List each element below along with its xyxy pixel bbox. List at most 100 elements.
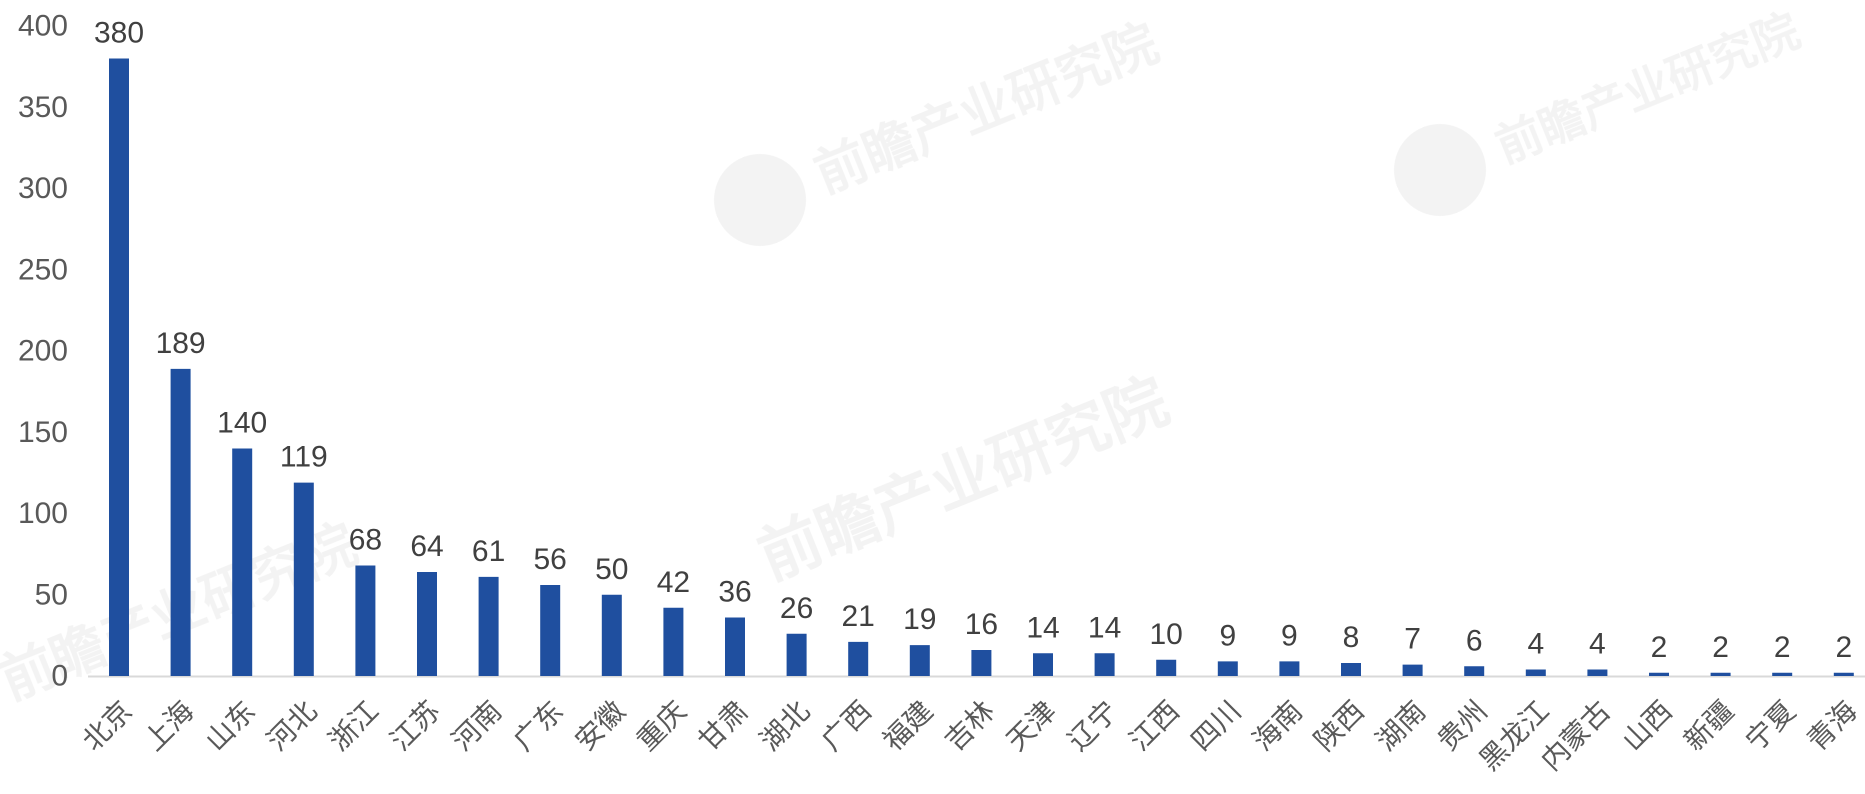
x-tick-label-26: 山西 [1616,695,1678,757]
watermark: 前瞻产业研究院 [748,364,1178,594]
x-tick-label-29: 青海 [1801,695,1863,757]
watermark-text: 前瞻产业研究院 [807,14,1167,206]
data-label-13: 21 [842,600,875,633]
x-tick-label-1: 北京 [76,695,138,757]
x-tick-label-24: 黑龙江 [1473,695,1554,776]
bar-17 [1094,653,1115,676]
data-label-16: 14 [1026,611,1059,644]
data-label-11: 36 [718,576,751,609]
watermark-text: 前瞻产业研究院 [748,364,1178,594]
y-axis-tick-labels: 0 50 100 150 200 250 300 350 400 [18,10,68,693]
bar-4 [293,482,314,676]
data-label-7: 61 [472,535,505,568]
x-tick-label-10: 重庆 [631,695,693,757]
bar-3 [232,448,253,676]
x-tick-label-17: 辽宁 [1062,695,1124,757]
data-label-21: 8 [1343,621,1360,654]
y-tick-label-0: 0 [51,660,68,693]
data-label-24: 4 [1527,628,1544,661]
bar-16 [1033,653,1053,676]
y-tick-label-250: 250 [18,253,68,286]
bar-27 [1710,672,1731,676]
bar-23 [1464,666,1485,676]
data-label-8: 56 [534,543,567,576]
bar-18 [1156,659,1177,676]
x-tick-label-12: 湖北 [754,695,816,757]
bar-20 [1279,661,1300,676]
bar-13 [848,641,869,676]
data-label-4: 119 [280,441,328,474]
x-tick-label-16: 天津 [1000,695,1062,757]
data-label-22: 7 [1404,623,1421,656]
watermark-logo [1394,124,1486,216]
bar-2 [170,368,191,676]
data-label-2: 189 [156,327,206,360]
bar-9 [601,594,622,676]
data-label-12: 26 [780,592,813,625]
data-label-15: 16 [965,608,998,641]
data-label-10: 42 [657,566,690,599]
bar-29 [1833,672,1854,676]
x-tick-label-5: 浙江 [323,695,385,757]
x-tick-label-18: 江西 [1124,695,1186,757]
x-tick-label-22: 湖南 [1370,695,1432,757]
x-tick-label-14: 福建 [877,695,939,757]
data-label-19: 9 [1219,619,1236,652]
x-tick-label-28: 宁夏 [1740,695,1802,757]
y-tick-label-300: 300 [18,172,68,205]
y-tick-label-100: 100 [18,497,68,530]
y-tick-label-200: 200 [18,335,68,368]
x-tick-label-20: 海南 [1247,695,1309,757]
data-label-20: 9 [1281,619,1298,652]
bar-22 [1402,664,1423,676]
y-tick-label-350: 350 [18,91,68,124]
x-tick-label-25: 内蒙古 [1535,695,1616,776]
x-tick-label-2: 上海 [138,695,200,757]
x-tick-label-6: 江苏 [384,695,446,757]
x-tick-label-9: 安徽 [569,695,631,757]
bar-8 [540,585,561,676]
data-label-29: 2 [1835,631,1852,664]
data-label-6: 64 [410,530,443,563]
data-label-9: 50 [595,553,628,586]
x-tick-label-13: 广西 [816,695,878,757]
data-label-26: 2 [1651,631,1668,664]
bar-1 [109,58,129,676]
watermark: 前瞻产业研究院 [714,14,1167,246]
bar-14 [909,645,930,676]
data-label-23: 6 [1466,624,1483,657]
y-tick-label-400: 400 [18,10,68,43]
x-tick-label-11: 甘肃 [692,695,754,757]
data-label-3: 140 [217,407,267,440]
y-tick-label-150: 150 [18,416,68,449]
bar-26 [1649,672,1669,676]
bar-11 [725,617,745,676]
bar-6 [417,572,437,676]
watermark: 前瞻产业研究院 [1394,3,1807,216]
x-tick-label-27: 新疆 [1678,695,1740,757]
x-tick-label-3: 山东 [200,695,262,757]
bar-28 [1772,672,1793,676]
x-tick-label-8: 广东 [508,695,570,757]
bars [109,58,1854,676]
data-label-17: 14 [1088,611,1121,644]
x-tick-label-7: 河南 [446,695,508,757]
bar-21 [1341,663,1361,676]
bar-10 [663,607,684,676]
watermark-text: 前瞻产业研究院 [1488,3,1807,174]
data-label-1: 380 [94,17,144,50]
bar-12 [786,633,807,676]
data-label-25: 4 [1589,628,1606,661]
bar-7 [478,576,499,676]
bar-15 [971,650,992,676]
data-label-28: 2 [1774,631,1791,664]
data-label-18: 10 [1150,618,1183,651]
x-tick-label-19: 四川 [1185,695,1247,757]
bar-5 [355,565,376,676]
x-tick-label-15: 吉林 [939,695,1001,757]
x-axis-tick-labels: 北京 上海 山东 河北 浙江 江苏 河南 广东 安徽 重庆 甘肃 湖北 广西 福建 吉林 天津 辽宁 江西 四川 海南… [76,695,1862,776]
data-label-14: 19 [903,603,936,636]
x-tick-label-21: 陕西 [1308,695,1370,757]
